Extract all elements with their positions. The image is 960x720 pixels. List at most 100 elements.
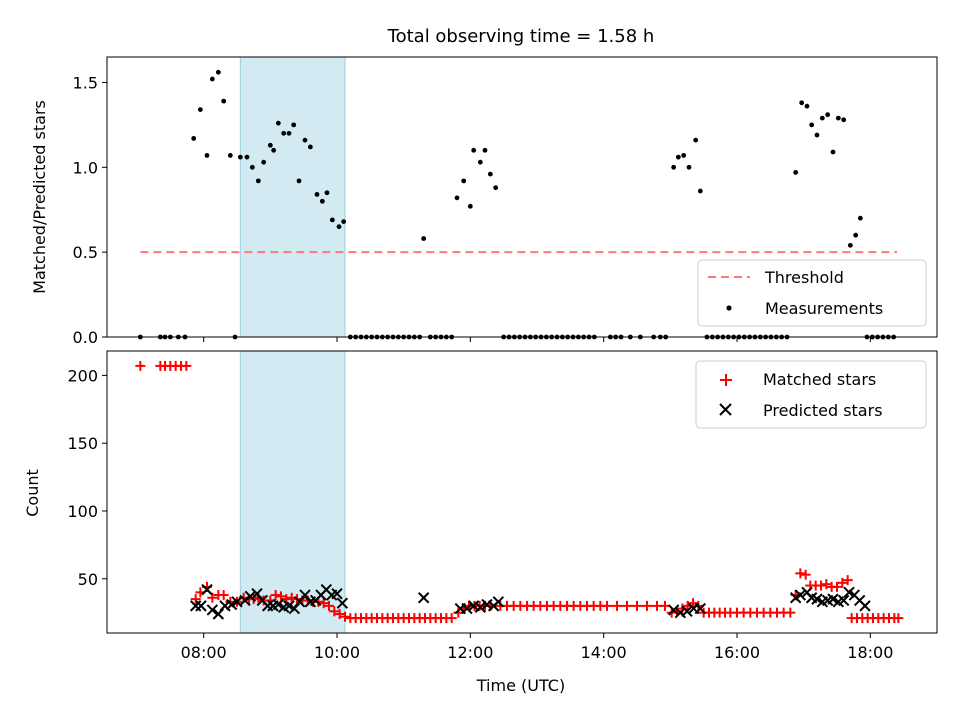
measurement-point (693, 137, 699, 143)
x-tick-label: 10:00 (314, 643, 360, 662)
measurement-point (814, 132, 820, 138)
matched-star-marker (837, 577, 848, 588)
measurement-point (482, 147, 488, 153)
predicted-star-marker (837, 594, 850, 607)
measurement-point (302, 137, 308, 143)
measurement-point (487, 171, 493, 177)
measurement-point (857, 215, 863, 221)
matched-star-marker (642, 600, 652, 611)
predicted-star-marker (206, 604, 219, 616)
measurement-point (336, 224, 342, 230)
predicted-star-marker (667, 604, 680, 616)
measurement-point (197, 107, 203, 113)
measurement-point (307, 144, 313, 150)
measurement-point (237, 154, 243, 160)
bottom-shaded-span (239, 350, 346, 634)
measurements-legend-marker (726, 305, 732, 311)
x-tick-label: 08:00 (181, 643, 227, 662)
measurement-point (291, 122, 297, 128)
measurement-point (671, 164, 677, 170)
measurement-point (471, 147, 477, 153)
measurement-point (319, 198, 325, 204)
matched-star-marker (800, 569, 811, 580)
bottom-y-tick-label: 200 (67, 366, 98, 385)
predicted-star-marker (474, 601, 487, 613)
top-y-tick-label: 0.5 (73, 243, 98, 262)
measurement-point (227, 153, 233, 158)
predicted-star-marker (299, 589, 311, 601)
measurement-point (477, 159, 483, 165)
predicted-star-marker (417, 592, 430, 604)
measurement-point (681, 153, 687, 158)
matched-legend-marker (720, 374, 732, 386)
measurement-point (853, 232, 859, 238)
predicted-star-marker (288, 602, 301, 615)
matched-star-marker (276, 591, 286, 602)
measurement-point (215, 69, 221, 75)
measurement-point (324, 190, 330, 196)
predicted-star-marker (461, 602, 473, 615)
matched-star-marker (832, 581, 842, 592)
measurement-point (255, 178, 261, 184)
top-legend: Threshold Measurements (697, 259, 927, 327)
top-y-tick-label: 0.0 (73, 328, 98, 347)
x-axis-label: Time (UTC) (476, 676, 565, 695)
predicted-star-marker (681, 605, 693, 618)
measurement-point (793, 169, 799, 175)
matched-star-marker (329, 606, 340, 617)
top-y-axis-label: Matched/Predicted stars (30, 100, 49, 294)
predicted-star-marker (336, 597, 349, 609)
measurement-point (847, 242, 853, 248)
measurement-point (314, 192, 320, 197)
matched-legend-label: Matched stars (763, 370, 876, 389)
measurement-point (296, 178, 302, 184)
measurement-point (261, 159, 267, 165)
predicted-star-marker (293, 596, 306, 608)
measurement-point (281, 130, 287, 136)
matched-star-marker (446, 613, 457, 624)
matched-star-marker (318, 598, 329, 609)
matched-star-marker (816, 580, 826, 591)
matched-star-marker (190, 594, 201, 605)
measurement-point (191, 136, 197, 141)
x-tick-label: 14:00 (581, 643, 627, 662)
measurement-point (221, 98, 227, 104)
bottom-y-axis-label: Count (23, 469, 42, 517)
predicted-star-marker (212, 608, 225, 620)
matched-star-marker (612, 600, 622, 611)
matched-star-marker (785, 607, 796, 618)
matched-star-marker (622, 600, 632, 611)
measurement-point (454, 195, 460, 201)
bottom-panel: 50 100 150 200 08:00 10:00 12:00 14:00 16:00 18:… (23, 350, 938, 695)
predicted-star-marker (244, 590, 257, 603)
bottom-y-tick-label: 150 (67, 434, 98, 453)
predicted-star-marker (492, 596, 505, 608)
predicted-star-marker (251, 587, 263, 600)
bottom-y-tick-label: 100 (67, 502, 98, 521)
measurement-point (209, 76, 215, 82)
measurement-point (341, 219, 347, 225)
measurement-point (841, 117, 847, 123)
predicted-star-marker (195, 600, 207, 612)
measurements-legend-label: Measurements (765, 299, 883, 318)
x-tick-label: 16:00 (714, 643, 760, 662)
bottom-plot-frame (106, 350, 938, 634)
measurement-point (249, 164, 255, 170)
measurement-point (244, 154, 250, 160)
matched-star-marker (688, 598, 698, 609)
matched-star-marker (270, 590, 281, 601)
measurement-point (686, 164, 692, 170)
x-tick-label: 18:00 (847, 643, 893, 662)
measurement-point (830, 149, 836, 155)
predicted-star-marker (331, 587, 343, 600)
matched-star-marker (340, 611, 350, 622)
matched-star-marker (207, 592, 218, 603)
top-shaded-span (239, 56, 346, 338)
predicted-legend-label: Predicted stars (763, 401, 883, 420)
measurement-point (267, 142, 273, 148)
bottom-y-tick-label: 50 (78, 570, 98, 589)
x-tick-label: 12:00 (447, 643, 493, 662)
measurement-point (697, 188, 703, 194)
measurement-point (286, 130, 292, 136)
